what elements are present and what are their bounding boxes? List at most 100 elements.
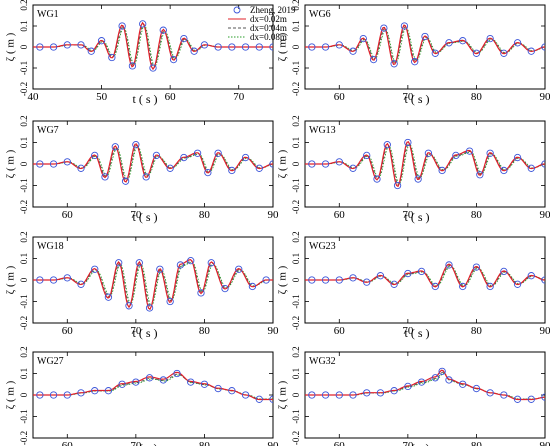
data-point [77,164,85,172]
x-tick-label: 70 [402,440,414,446]
data-point [132,378,140,386]
data-point [349,391,357,399]
x-axis-label: t ( s ) [133,326,158,340]
data-point [36,391,44,399]
data-point [527,47,535,55]
y-axis-label: ζ ( m ) [5,149,17,178]
x-axis-label: t ( s ) [133,210,158,224]
chart-panel-wg7: -0.2 -0.1 0 0.1 0.2 60 70 80 90 WG7 t ( s ) ζ ( m ) [5,115,279,224]
x-tick-label: 70 [130,440,142,446]
x-tick-label: 80 [199,209,211,221]
model-line-dx002 [305,369,545,401]
y-tick-label: 0 [19,277,29,282]
data-point [390,60,398,68]
x-tick-label: 80 [471,325,483,337]
y-tick-label: 0.1 [291,253,301,264]
data-point [363,278,371,286]
data-point [187,378,195,386]
y-tick-label: 0.1 [291,368,301,379]
panel-title: WG13 [309,125,336,136]
data-point [404,269,412,278]
data-point [142,173,150,181]
data-point [380,24,388,32]
data-point [349,164,357,172]
data-point [108,53,116,62]
y-tick-label: 0 [291,277,301,282]
x-tick-label: 50 [96,91,108,103]
data-point [145,374,154,382]
y-axis-label: ζ ( m ) [277,380,289,409]
data-point [459,37,467,45]
y-tick-label: 0 [19,44,29,49]
data-point [214,384,222,393]
x-axis-label: t ( s ) [133,441,158,446]
data-point [63,41,71,49]
data-point [176,261,185,269]
data-point [335,158,343,166]
data-point [321,391,330,399]
data-point [187,256,195,265]
model-line-dx002 [33,21,273,71]
x-tick-label: 40 [28,91,40,103]
data-point [445,39,453,47]
data-point [269,43,273,51]
plot-area [33,369,273,403]
data-point [459,282,467,291]
data-point [49,43,58,51]
x-tick-label: 90 [540,209,550,221]
panel-title: WG6 [309,9,331,20]
data-point [369,55,378,64]
x-tick-label: 90 [540,91,550,103]
x-tick-label: 80 [199,325,211,337]
data-point [541,276,545,284]
chart-panel-wg1: -0.2 -0.1 0 0.1 0.2 40 50 60 70 WG1 t ( s ) ζ ( m ) [5,0,274,106]
data-point [431,282,439,291]
data-point [376,272,385,280]
data-point [121,177,130,185]
data-point [241,153,250,162]
data-point [308,391,316,399]
y-tick-label: -0.1 [291,178,301,192]
x-tick-label: 70 [402,209,414,221]
y-tick-label: -0.1 [291,409,301,423]
legend-label: Zheng, 2019 [250,5,296,15]
data-point [431,374,439,382]
x-tick-label: 70 [402,325,414,337]
data-point [472,384,481,393]
y-tick-label: 0 [19,392,29,397]
data-point [513,280,522,288]
data-point [132,140,140,149]
y-tick-label: 0.1 [19,253,29,264]
chart-panel-wg13: -0.2 -0.1 0 0.1 0.2 60 70 80 90 WG13 t ( s ) ζ ( m … [277,115,550,224]
x-tick-label: 90 [268,209,280,221]
x-tick-label: 70 [233,91,245,103]
data-point [486,149,494,157]
data-point [363,151,371,160]
data-point [527,272,535,280]
data-point [400,22,409,30]
data-point [476,171,484,179]
data-point [91,265,99,273]
legend-marker [233,6,241,14]
data-point [180,153,188,162]
y-axis-label: ζ ( m ) [5,265,17,294]
data-point [255,164,263,172]
x-tick-label: 60 [165,91,177,103]
data-point [414,175,422,183]
y-axis-label: ζ ( m ) [277,149,289,178]
y-tick-label: -0.1 [19,409,29,423]
x-tick-label: 70 [130,325,142,337]
model-line-dx002 [33,143,273,183]
data-point [145,304,154,312]
data-point [500,267,508,276]
x-tick-label: 60 [334,325,346,337]
data-point [77,280,85,288]
data-point [166,297,174,306]
data-point [383,140,391,149]
data-point [91,151,99,160]
y-tick-label: -0.1 [291,294,301,308]
data-point [321,43,330,51]
data-point [241,391,250,399]
y-axis-label: ζ ( m ) [5,380,17,409]
data-point [255,395,263,403]
